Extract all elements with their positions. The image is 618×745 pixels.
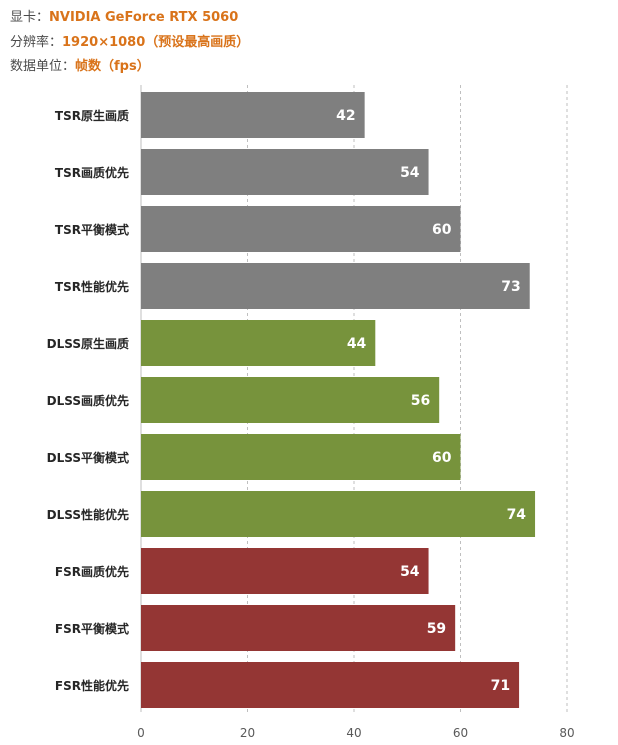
bar: [141, 491, 536, 537]
x-tick-label: 80: [559, 726, 574, 740]
x-tick-label: 60: [453, 726, 468, 740]
bar: [141, 92, 365, 138]
gpu-label: 显卡：: [10, 10, 50, 25]
bar: [141, 662, 520, 708]
unit-info: 数据单位：帧数（fps）: [10, 59, 150, 75]
category-label: TSR平衡模式: [55, 222, 129, 237]
bar: [141, 320, 376, 366]
category-label: DLSS平衡模式: [47, 450, 129, 465]
x-axis-ticks: 0 20 40 60 80: [137, 726, 574, 740]
bar-value-label: 60: [432, 450, 452, 466]
x-tick-label: 40: [346, 726, 361, 740]
category-label: TSR原生画质: [55, 108, 129, 123]
bar-value-label: 73: [501, 279, 520, 295]
bar: [141, 263, 530, 309]
category-label: DLSS性能优先: [47, 507, 129, 522]
category-label: TSR画质优先: [55, 165, 129, 180]
bar: [141, 434, 461, 480]
resolution-label: 分辨率：: [10, 35, 63, 50]
unit-value: 帧数（fps）: [75, 59, 150, 74]
bar: [141, 377, 440, 423]
gpu-value: NVIDIA GeForce RTX 5060: [49, 10, 239, 25]
bar-value-label: 56: [411, 393, 430, 409]
bar: [141, 149, 429, 195]
bar-value-label: 42: [336, 108, 355, 124]
category-label: DLSS画质优先: [47, 393, 129, 408]
x-tick-label: 20: [240, 726, 255, 740]
bar-value-label: 44: [347, 336, 367, 352]
category-label: FSR性能优先: [55, 678, 129, 693]
resolution-value: 1920×1080（预设最高画质）: [62, 35, 250, 50]
gpu-info: 显卡：NVIDIA GeForce RTX 5060: [10, 10, 238, 26]
category-label: FSR画质优先: [55, 564, 129, 579]
category-label: DLSS原生画质: [47, 336, 129, 351]
bar-value-label: 74: [507, 507, 527, 523]
category-label: TSR性能优先: [55, 279, 129, 294]
category-label: FSR平衡模式: [55, 621, 129, 636]
bar: [141, 206, 461, 252]
bar-value-label: 54: [400, 564, 420, 580]
bar: [141, 605, 456, 651]
unit-label: 数据单位：: [10, 59, 76, 74]
bar-value-label: 71: [491, 678, 510, 694]
bar-value-label: 60: [432, 222, 452, 238]
bar-value-label: 54: [400, 165, 420, 181]
bar-value-label: 59: [427, 621, 446, 637]
bar: [141, 548, 429, 594]
x-tick-label: 0: [137, 726, 145, 740]
category-labels: TSR原生画质 TSR画质优先 TSR平衡模式 TSR性能优先 DLSS原生画质 DLSS…: [47, 108, 129, 693]
resolution-info: 分辨率：1920×1080（预设最高画质）: [10, 35, 249, 51]
bars: 42 54 60 73 44 56 60 74 54 59 71: [141, 92, 536, 708]
